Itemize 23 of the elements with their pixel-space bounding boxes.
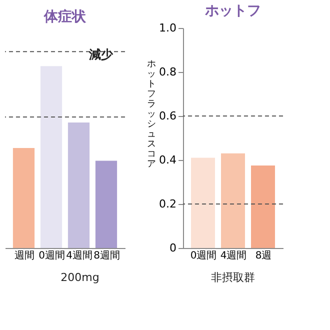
y-tick-label: 1.0 <box>159 22 176 34</box>
x-tick-label: 週間 <box>14 250 34 262</box>
x-tick-label: 8週間 <box>94 250 120 262</box>
text: 減少 <box>88 47 114 62</box>
bar <box>40 66 62 248</box>
bar <box>95 160 118 248</box>
y-tick-label: 0 <box>170 242 176 254</box>
y-tick-label: 0.2 <box>159 198 176 210</box>
y-tick-label: 0.8 <box>159 66 176 78</box>
y-tick-label: 0.4 <box>159 154 176 166</box>
x-tick-label: 8週 <box>255 250 272 262</box>
x-tick-label: 4週間 <box>66 250 92 262</box>
text: 非摂取群 <box>211 271 255 284</box>
text: ホットフラッシュスコア <box>147 60 156 170</box>
x-tick-label: 0週間 <box>190 250 217 262</box>
bar <box>12 148 35 248</box>
chart-title: ホットフ <box>204 3 261 19</box>
bar <box>68 122 90 248</box>
y-tick-label: 0.6 <box>159 110 176 122</box>
x-tick-label: 4週間 <box>220 250 247 262</box>
x-tick-label: 0週間 <box>38 250 65 262</box>
chart-title: 体症状 <box>43 8 87 25</box>
text: 200mg <box>60 271 100 284</box>
